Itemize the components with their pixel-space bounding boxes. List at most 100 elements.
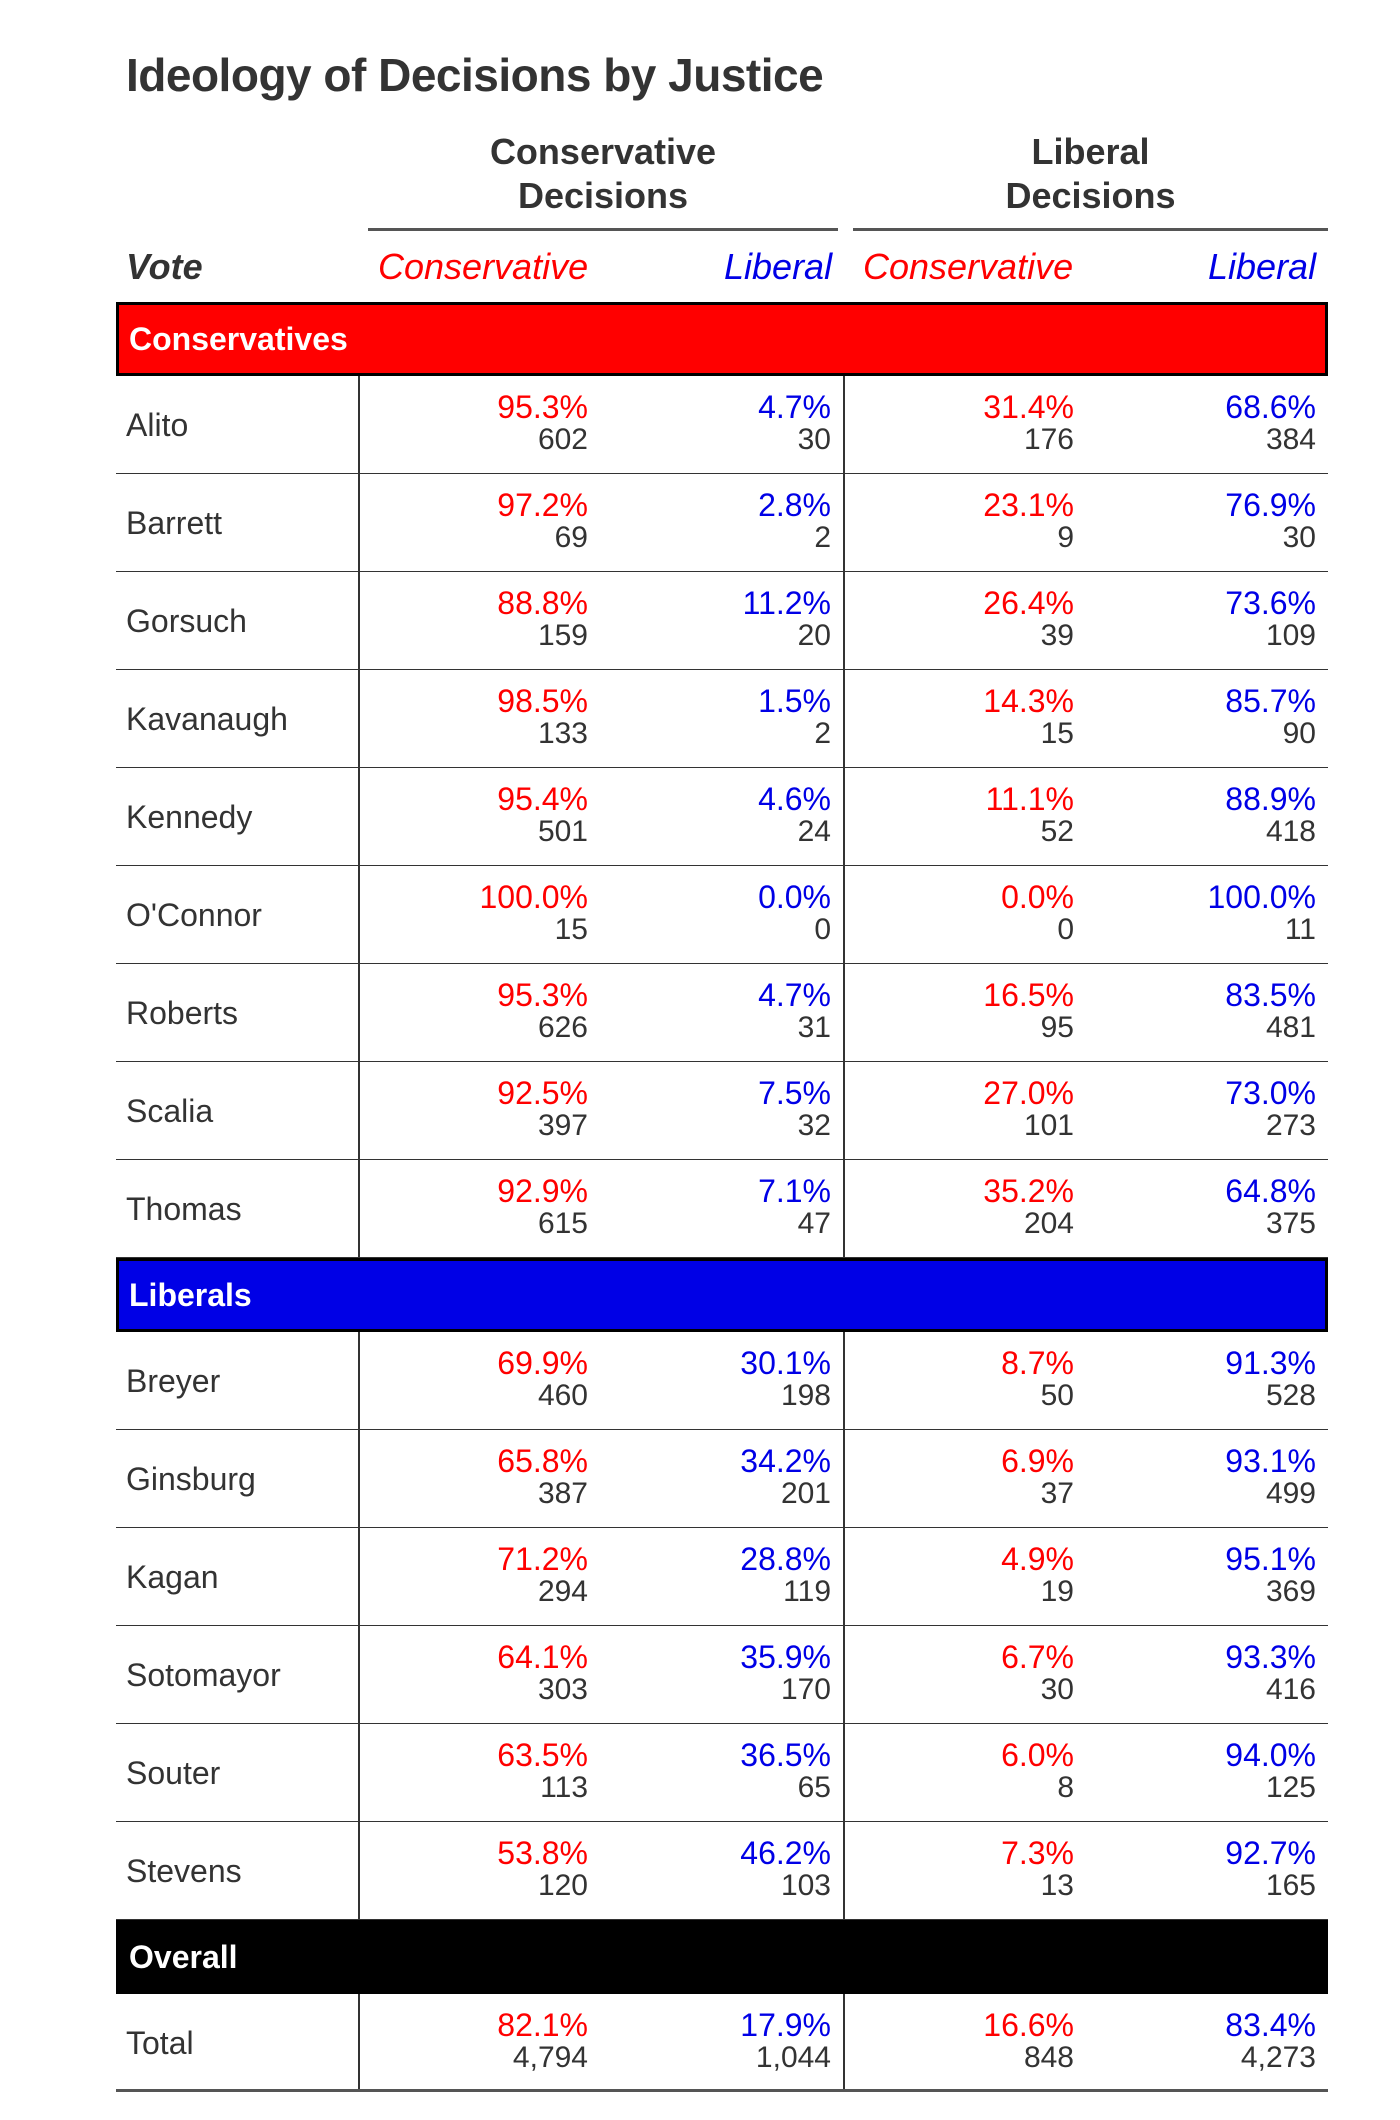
table-row: Souter 63.5% 113 36.5% 65 6.0% 8 94.0% 125 xyxy=(116,1724,1328,1822)
cell-count: 0 xyxy=(1057,913,1074,946)
table-cell: 27.0% 101 xyxy=(914,1076,1074,1142)
justice-name: Alito xyxy=(126,407,189,443)
cell-count: 201 xyxy=(780,1477,831,1510)
table-cell: 83.4% 4,273 xyxy=(1156,2008,1316,2074)
cell-count: 20 xyxy=(797,619,831,652)
cell-count: 176 xyxy=(1023,423,1074,456)
table-cell: 100.0% 15 xyxy=(428,880,588,946)
table-cell: 92.5% 397 xyxy=(428,1076,588,1142)
cell-count: 125 xyxy=(1265,1771,1316,1804)
cell-count: 369 xyxy=(1265,1575,1316,1608)
cell-percent: 6.9% xyxy=(1001,1443,1074,1479)
table-cell: 7.1% 47 xyxy=(671,1174,831,1240)
subheader-conservative-vote-1: Conservative xyxy=(378,246,589,287)
justice-name: Stevens xyxy=(126,1853,242,1889)
cell-percent: 14.3% xyxy=(983,683,1074,719)
table-cell: 98.5% 133 xyxy=(428,684,588,750)
group-underline-conservative xyxy=(368,228,838,231)
cell-percent: 35.9% xyxy=(740,1639,831,1675)
cell-percent: 6.0% xyxy=(1001,1737,1074,1773)
cell-percent: 4.7% xyxy=(758,389,831,425)
column-divider xyxy=(843,1822,845,1919)
justice-name: Gorsuch xyxy=(126,603,247,639)
cell-count: 602 xyxy=(537,423,588,456)
cell-count: 19 xyxy=(1040,1575,1074,1608)
group-header-line-2: Decisions xyxy=(1005,175,1176,216)
column-divider xyxy=(843,474,845,571)
column-divider xyxy=(358,670,360,767)
column-divider xyxy=(843,1528,845,1625)
cell-percent: 16.6% xyxy=(983,2007,1074,2043)
cell-percent: 53.8% xyxy=(497,1835,588,1871)
cell-percent: 88.9% xyxy=(1225,781,1316,817)
column-divider xyxy=(358,1062,360,1159)
table-cell: 95.3% 602 xyxy=(428,390,588,456)
table-cell: 6.7% 30 xyxy=(914,1640,1074,1706)
column-divider xyxy=(843,1062,845,1159)
chart-title: Ideology of Decisions by Justice xyxy=(126,49,824,101)
cell-percent: 76.9% xyxy=(1225,487,1316,523)
cell-percent: 11.2% xyxy=(742,585,831,621)
cell-percent: 98.5% xyxy=(497,683,588,719)
table-cell: 0.0% 0 xyxy=(914,880,1074,946)
table-cell: 83.5% 481 xyxy=(1156,978,1316,1044)
justice-name: Kavanaugh xyxy=(126,701,288,737)
cell-percent: 8.7% xyxy=(1001,1345,1074,1381)
table-row: Gorsuch 88.8% 159 11.2% 20 26.4% 39 73.6% 109 xyxy=(116,572,1328,670)
cell-count: 50 xyxy=(1040,1379,1074,1412)
cell-count: 24 xyxy=(797,815,831,848)
cell-count: 416 xyxy=(1265,1673,1316,1706)
group-header-liberal-decisions: Liberal Decisions xyxy=(853,130,1328,230)
cell-percent: 83.4% xyxy=(1225,2007,1316,2043)
table-cell: 8.7% 50 xyxy=(914,1346,1074,1412)
column-divider xyxy=(843,1724,845,1821)
table-cell: 4.7% 31 xyxy=(671,978,831,1044)
cell-count: 626 xyxy=(537,1011,588,1044)
column-divider xyxy=(358,1528,360,1625)
section-header: Conservatives xyxy=(116,302,1328,376)
cell-count: 273 xyxy=(1265,1109,1316,1142)
subheader-liberal-vote-2: Liberal xyxy=(1208,246,1317,287)
table-cell: 11.2% 20 xyxy=(671,586,831,652)
justice-name: Breyer xyxy=(126,1363,221,1399)
column-divider xyxy=(358,474,360,571)
cell-count: 32 xyxy=(797,1109,831,1142)
cell-percent: 7.5% xyxy=(758,1075,831,1111)
cell-count: 375 xyxy=(1265,1207,1316,1240)
table-cell: 6.0% 8 xyxy=(914,1738,1074,1804)
cell-percent: 92.5% xyxy=(497,1075,588,1111)
cell-percent: 7.1% xyxy=(758,1173,831,1209)
table-cell: 93.3% 416 xyxy=(1156,1640,1316,1706)
justice-name: Scalia xyxy=(126,1093,214,1129)
cell-percent: 91.3% xyxy=(1225,1345,1316,1381)
vote-label: Vote xyxy=(126,246,203,287)
cell-count: 103 xyxy=(780,1869,831,1902)
cell-percent: 83.5% xyxy=(1225,977,1316,1013)
cell-count: 2 xyxy=(814,521,831,554)
column-divider xyxy=(843,768,845,865)
cell-percent: 85.7% xyxy=(1225,683,1316,719)
cell-percent: 95.3% xyxy=(497,977,588,1013)
column-divider xyxy=(358,1626,360,1723)
cell-percent: 95.4% xyxy=(497,781,588,817)
table-cell: 95.3% 626 xyxy=(428,978,588,1044)
table-row: Stevens 53.8% 120 46.2% 103 7.3% 13 92.7% 165 xyxy=(116,1822,1328,1920)
table-cell: 88.9% 418 xyxy=(1156,782,1316,848)
table-cell: 30.1% 198 xyxy=(671,1346,831,1412)
cell-count: 39 xyxy=(1040,619,1074,652)
cell-percent: 0.0% xyxy=(1001,879,1074,915)
cell-count: 528 xyxy=(1265,1379,1316,1412)
cell-percent: 36.5% xyxy=(740,1737,831,1773)
column-divider xyxy=(358,964,360,1061)
table-cell: 16.6% 848 xyxy=(914,2008,1074,2074)
table-cell: 92.9% 615 xyxy=(428,1174,588,1240)
cell-count: 159 xyxy=(537,619,588,652)
subheader-liberal-vote-1: Liberal xyxy=(724,246,833,287)
table-cell: 69.9% 460 xyxy=(428,1346,588,1412)
cell-count: 8 xyxy=(1057,1771,1074,1804)
justice-name: Kagan xyxy=(126,1559,219,1595)
table-cell: 35.9% 170 xyxy=(671,1640,831,1706)
cell-count: 109 xyxy=(1265,619,1316,652)
table-cell: 7.3% 13 xyxy=(914,1836,1074,1902)
column-divider xyxy=(843,572,845,669)
